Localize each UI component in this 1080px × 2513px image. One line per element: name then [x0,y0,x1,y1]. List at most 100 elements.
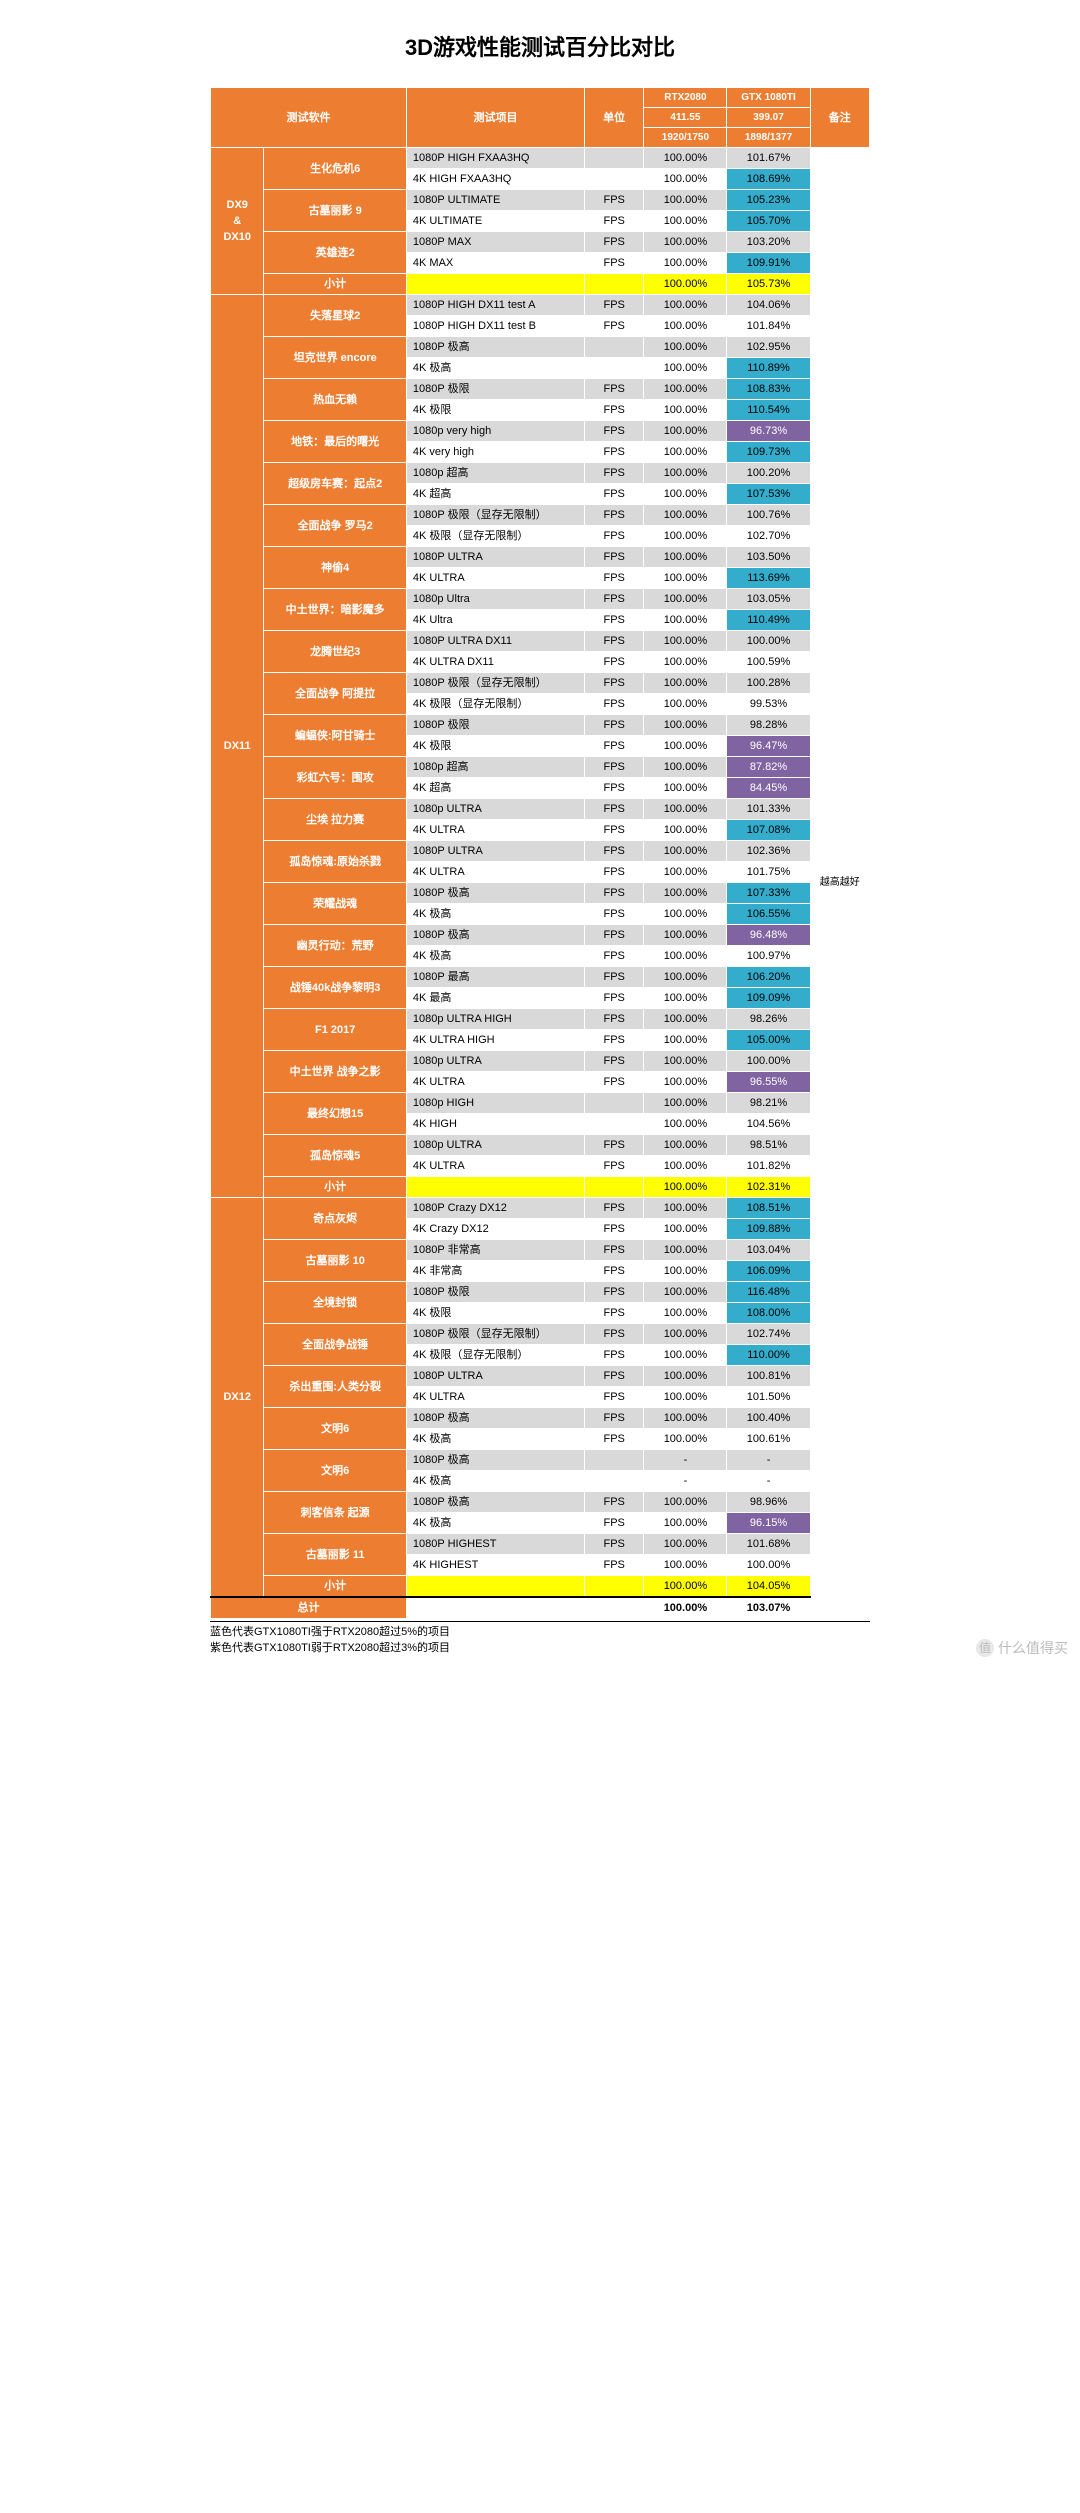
cell-rtx: 100.00% [644,673,727,694]
game-label: 幽灵行动：荒野 [264,925,406,967]
cell-gtx: 96.47% [727,736,810,757]
cell-unit [585,148,644,169]
cell-gtx: 109.88% [727,1219,810,1240]
cell-gtx: 108.69% [727,169,810,190]
cell-item: 1080P ULTRA [406,1366,584,1387]
cell-gtx: 100.40% [727,1408,810,1429]
table-row: DX11失落星球21080P HIGH DX11 test AFPS100.00… [211,295,870,316]
cell-rtx: 100.00% [644,757,727,778]
cell-gtx: 98.21% [727,1093,810,1114]
cell-gtx: 96.15% [727,1513,810,1534]
total-blank [406,1597,584,1619]
game-label: 孤岛惊魂:原始杀戮 [264,841,406,883]
col-rtx-l2: 411.55 [644,108,727,128]
game-label: 最终幻想15 [264,1093,406,1135]
cell-gtx: 100.00% [727,1051,810,1072]
col-note: 备注 [810,88,869,148]
cell-item: 4K HIGHEST [406,1555,584,1576]
cell-rtx: 100.00% [644,148,727,169]
cell-item: 1080P HIGH FXAA3HQ [406,148,584,169]
cell-unit: FPS [585,505,644,526]
total-row: 总计100.00%103.07% [211,1597,870,1619]
table-row: 超级房车赛：起点21080p 超高FPS100.00%100.20% [211,463,870,484]
page-title: 3D游戏性能测试百分比对比 [10,30,1070,62]
cell-rtx: 100.00% [644,169,727,190]
cell-item: 4K Ultra [406,610,584,631]
cell-rtx: 100.00% [644,337,727,358]
cell-rtx: 100.00% [644,1534,727,1555]
cell-unit: FPS [585,799,644,820]
table-row: 幽灵行动：荒野1080P 极高FPS100.00%96.48% [211,925,870,946]
cell-unit: FPS [585,190,644,211]
col-unit: 单位 [585,88,644,148]
cell-gtx: 108.51% [727,1198,810,1219]
game-label: 中土世界：暗影魔多 [264,589,406,631]
cell-item: 4K 极高 [406,358,584,379]
table-row: 荣耀战魂1080P 极高FPS100.00%107.33% [211,883,870,904]
cell-item: 1080P 极高 [406,1408,584,1429]
table-row: 坦克世界 encore1080P 极高100.00%102.95% [211,337,870,358]
cell-gtx: 103.50% [727,547,810,568]
cell-item: 4K very high [406,442,584,463]
section-label: DX11 [211,295,264,1198]
subtotal-rtx: 100.00% [644,1177,727,1198]
cell-rtx: 100.00% [644,379,727,400]
cell-item: 1080p ULTRA [406,1135,584,1156]
game-label: 古墓丽影 11 [264,1534,406,1576]
cell-gtx: 100.00% [727,631,810,652]
cell-rtx: 100.00% [644,715,727,736]
cell-gtx: 101.67% [727,148,810,169]
subtotal-blank [585,1177,644,1198]
col-gtx-l2: 399.07 [727,108,810,128]
cell-gtx: 101.75% [727,862,810,883]
cell-gtx: 110.49% [727,610,810,631]
cell-unit: FPS [585,547,644,568]
cell-unit: FPS [585,421,644,442]
cell-gtx: 102.36% [727,841,810,862]
cell-rtx: 100.00% [644,862,727,883]
game-label: 生化危机6 [264,148,406,190]
cell-item: 4K 极高 [406,904,584,925]
cell-item: 1080P 极限（显存无限制） [406,505,584,526]
game-label: 战锤40k战争黎明3 [264,967,406,1009]
cell-gtx: 108.83% [727,379,810,400]
table-row: 英雄连21080P MAXFPS100.00%103.20% [211,232,870,253]
cell-rtx: 100.00% [644,967,727,988]
cell-unit: FPS [585,484,644,505]
cell-unit [585,1471,644,1492]
cell-gtx: 103.04% [727,1240,810,1261]
cell-unit [585,337,644,358]
cell-unit: FPS [585,1303,644,1324]
cell-unit: FPS [585,1072,644,1093]
cell-unit: FPS [585,1534,644,1555]
benchmark-table: 测试软件 测试项目 单位 RTX2080 GTX 1080TI 备注 411.5… [210,87,870,1619]
cell-rtx: 100.00% [644,1030,727,1051]
cell-unit: FPS [585,1492,644,1513]
cell-item: 4K 极限 [406,736,584,757]
cell-unit: FPS [585,631,644,652]
cell-item: 4K 极高 [406,1429,584,1450]
cell-item: 1080P 极限 [406,715,584,736]
cell-gtx: 103.05% [727,589,810,610]
cell-rtx: 100.00% [644,211,727,232]
cell-unit: FPS [585,1366,644,1387]
cell-item: 1080P HIGHEST [406,1534,584,1555]
cell-unit: FPS [585,652,644,673]
cell-item: 4K ULTRA HIGH [406,1030,584,1051]
cell-gtx: 106.55% [727,904,810,925]
game-label: 蝙蝠侠:阿甘骑士 [264,715,406,757]
cell-rtx: 100.00% [644,1324,727,1345]
cell-unit: FPS [585,925,644,946]
cell-unit [585,169,644,190]
cell-item: 1080p HIGH [406,1093,584,1114]
cell-rtx: 100.00% [644,736,727,757]
cell-rtx: 100.00% [644,1156,727,1177]
cell-gtx: 98.96% [727,1492,810,1513]
subtotal-blank [406,1576,584,1598]
game-label: 尘埃 拉力赛 [264,799,406,841]
cell-gtx: 96.73% [727,421,810,442]
col-software: 测试软件 [211,88,407,148]
cell-rtx: 100.00% [644,190,727,211]
cell-item: 1080P 极高 [406,1450,584,1471]
cell-unit: FPS [585,400,644,421]
